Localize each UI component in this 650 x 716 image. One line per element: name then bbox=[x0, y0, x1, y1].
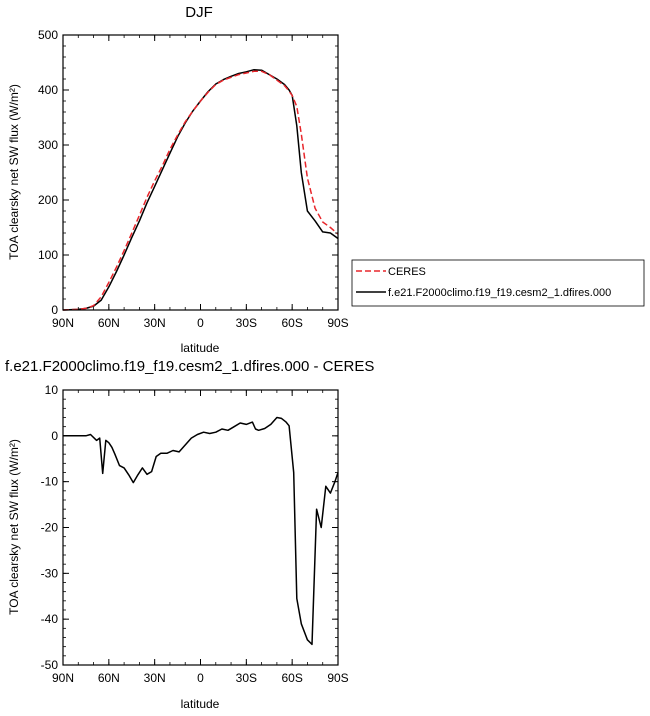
bottom-ytick-label: -40 bbox=[41, 612, 59, 626]
bottom-ytick-label: -20 bbox=[41, 521, 59, 535]
bottom-ytick-label: 0 bbox=[51, 429, 58, 443]
bottom-ytick-label: 10 bbox=[45, 383, 59, 397]
top-ytick-label: 300 bbox=[38, 138, 58, 152]
bottom-series-line bbox=[63, 416, 339, 646]
bottom-plot-xlabel: latitude bbox=[181, 697, 220, 711]
top-plot-ylabel: TOA clearsky net SW flux (W/m²) bbox=[7, 84, 21, 260]
top-plot-xlabel: latitude bbox=[181, 341, 220, 355]
top-xtick-label: 0 bbox=[197, 316, 204, 330]
bottom-xtick-label: 30S bbox=[236, 671, 257, 685]
bottom-plot-frame bbox=[62, 389, 339, 666]
bottom-xtick-label: 0 bbox=[197, 671, 204, 685]
top-xtick-label: 60S bbox=[281, 316, 302, 330]
bottom-plot-ylabel: TOA clearsky net SW flux (W/m²) bbox=[7, 439, 21, 615]
top-ytick-label: 400 bbox=[38, 83, 58, 97]
top-xtick-label: 90N bbox=[52, 316, 74, 330]
bottom-plot-title: f.e21.F2000climo.f19_f19.cesm2_1.dfires.… bbox=[5, 358, 374, 375]
top-ytick-label: 0 bbox=[51, 303, 58, 317]
bottom-ytick-label: -50 bbox=[41, 658, 59, 672]
top-series-line bbox=[62, 70, 339, 311]
bottom-xtick-label: 30N bbox=[144, 671, 166, 685]
top-plot-title: DJF bbox=[185, 4, 213, 21]
top-plot-series bbox=[62, 68, 339, 311]
legend-box bbox=[351, 259, 645, 307]
top-ytick-label: 500 bbox=[38, 28, 58, 42]
bottom-plot: f.e21.F2000climo.f19_f19.cesm2_1.dfires.… bbox=[5, 358, 374, 711]
top-plot: DJF 90N 60N 30N 0 30S 60S 90S0100200300400500 … bbox=[7, 4, 349, 355]
bottom-plot-series bbox=[63, 416, 339, 646]
bottom-xtick-label: 60S bbox=[281, 671, 302, 685]
top-xtick-label: 90S bbox=[327, 316, 348, 330]
top-xtick-label: 60N bbox=[98, 316, 120, 330]
legend: CERES f.e21.F2000climo.f19_f19.cesm2_1.d… bbox=[351, 259, 645, 307]
bottom-plot-ticks: 90N 60N 30N 0 30S 60S 90S -50 -40 -30 -20 -10 0 10 bbox=[41, 383, 349, 685]
top-plot-frame bbox=[62, 34, 339, 311]
bottom-xtick-label: 90N bbox=[52, 671, 74, 685]
legend-label-ceres: CERES bbox=[388, 266, 426, 278]
top-xtick-label: 30S bbox=[236, 316, 257, 330]
top-ytick-label: 200 bbox=[38, 193, 58, 207]
top-series-line bbox=[62, 68, 339, 311]
bottom-xtick-label: 60N bbox=[98, 671, 120, 685]
top-ytick-label: 100 bbox=[38, 248, 58, 262]
legend-label-model: f.e21.F2000climo.f19_f19.cesm2_1.dfires.… bbox=[388, 287, 611, 299]
top-plot-ticks: 90N 60N 30N 0 30S 60S 90S 0 100 200 300 400 500 bbox=[38, 28, 349, 330]
top-xtick-label: 30N bbox=[144, 316, 166, 330]
bottom-xtick-label: 90S bbox=[327, 671, 348, 685]
bottom-ytick-label: -30 bbox=[41, 566, 59, 580]
bottom-ytick-label: -10 bbox=[41, 475, 59, 489]
